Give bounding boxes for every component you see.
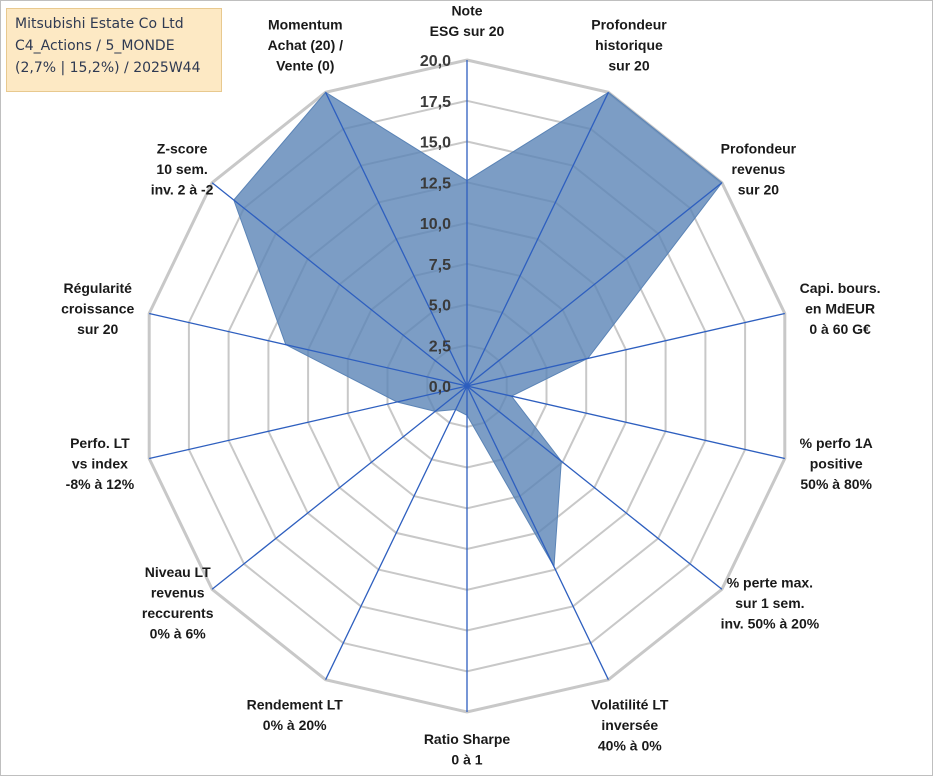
radar-axis-labels: Note ESG sur 20 Profondeur historique sur 20… xyxy=(61,3,880,768)
axis-spoke xyxy=(211,385,468,590)
tick-label: 7,5 xyxy=(429,257,451,274)
radar-tick-labels: 0,0 2,5 5,0 7,5 10,0 12,5 15,0 17,5 20,0 xyxy=(420,53,451,396)
axis-label: Profondeur historique sur 20 xyxy=(591,17,667,74)
axis-spoke xyxy=(466,182,723,387)
axis-spoke xyxy=(466,92,609,387)
axis-spoke xyxy=(325,92,468,387)
axis-spoke xyxy=(466,385,723,590)
axis-label: Rendement LT 0% à 20% xyxy=(247,697,344,734)
tick-label: 20,0 xyxy=(420,53,451,70)
axis-spoke xyxy=(149,385,468,460)
tick-label: 0,0 xyxy=(429,379,451,396)
info-category: C4_Actions / 5_MONDE xyxy=(15,38,175,54)
tick-label: 17,5 xyxy=(420,94,451,111)
tick-label: 10,0 xyxy=(420,216,451,233)
axis-label: Volatilité LT inversée 40% à 0% xyxy=(591,697,669,754)
axis-label: Capi. bours. en MdEUR 0 à 60 G€ xyxy=(800,280,881,337)
axis-spoke xyxy=(149,312,468,387)
axis-spoke xyxy=(466,385,609,680)
axis-label: Momentum Achat (20) / Vente (0) xyxy=(268,17,344,74)
radar-series xyxy=(149,60,785,712)
axis-label: % perte max. sur 1 sem. inv. 50% à 20% xyxy=(721,575,820,632)
axis-spoke xyxy=(325,385,468,680)
axis-label: Perfo. LT vs index -8% à 12% xyxy=(66,435,135,492)
axis-spoke xyxy=(466,312,785,387)
tick-label: 15,0 xyxy=(420,135,451,152)
axis-spoke xyxy=(211,182,468,387)
axis-label: Régularité croissance sur 20 xyxy=(61,280,134,337)
radar-spokes xyxy=(149,60,785,712)
tick-label: 12,5 xyxy=(420,175,451,192)
tick-label: 2,5 xyxy=(429,338,451,355)
axis-label: Niveau LT revenus reccurents 0% à 6% xyxy=(142,564,214,642)
axis-spoke xyxy=(466,385,785,460)
info-company: Mitsubishi Estate Co Ltd xyxy=(15,16,184,32)
axis-label: Ratio Sharpe 0 à 1 xyxy=(424,731,511,768)
info-box: Mitsubishi Estate Co Ltd C4_Actions / 5_… xyxy=(6,8,222,92)
axis-label: Note ESG sur 20 xyxy=(430,3,505,40)
tick-label: 5,0 xyxy=(429,298,451,315)
axis-label: Profondeur revenus sur 20 xyxy=(721,141,797,198)
axis-label: % perfo 1A positive 50% à 80% xyxy=(800,435,873,492)
axis-label: Z-score 10 sem. inv. 2 à -2 xyxy=(151,141,214,198)
info-range-week: (2,7% | 15,2%) / 2025W44 xyxy=(15,60,201,76)
series-area xyxy=(233,91,723,569)
